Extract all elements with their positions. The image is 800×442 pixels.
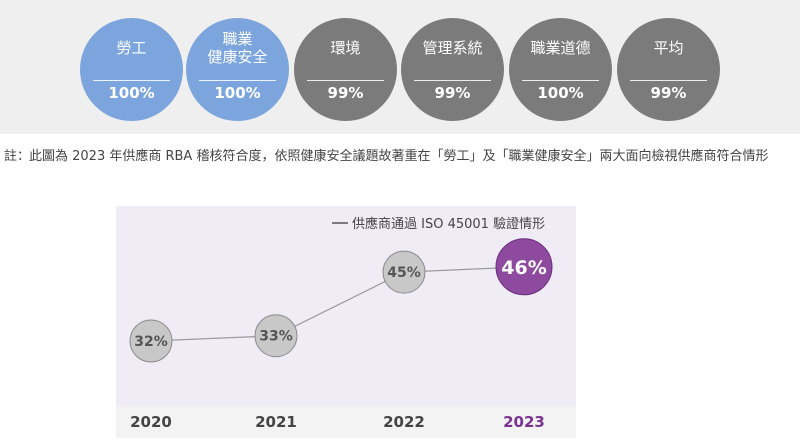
x-tick-label-2022: 2022	[383, 413, 425, 431]
compliance-divider	[522, 80, 599, 81]
data-point-2021	[254, 314, 298, 358]
data-label-2020: 32%	[134, 334, 168, 350]
compliance-divider	[199, 80, 276, 81]
data-point-2022	[382, 250, 426, 294]
iso-chart-svg: 供應商通過 ISO 45001 驗證情形 32% 33% 45% 46%	[116, 206, 576, 406]
compliance-circle-health-safety: 職業 健康安全 100%	[186, 18, 289, 121]
x-tick-label-2023: 2023	[503, 413, 545, 431]
data-point-2023	[495, 238, 553, 296]
compliance-label: 管理系統	[422, 39, 483, 57]
compliance-label: 職業 健康安全	[207, 30, 268, 66]
plot-background	[116, 206, 576, 406]
compliance-value: 99%	[650, 84, 687, 102]
x-tick-label-2020: 2020	[130, 413, 172, 431]
iso-chart: 供應商通過 ISO 45001 驗證情形 32% 33% 45% 46%	[116, 206, 576, 406]
footnote-prefix: 註：	[4, 149, 31, 164]
compliance-circle-ethics: 職業道德 100%	[509, 18, 612, 121]
footnote-text: 此圖為 2023 年供應商 RBA 稽核符合度，依照健康安全議題故著重在「勞工」…	[29, 149, 769, 164]
compliance-label: 職業道德	[530, 39, 591, 57]
data-point-2020	[129, 319, 173, 363]
data-label-2023: 46%	[501, 257, 546, 279]
data-label-2021: 33%	[259, 329, 293, 345]
legend-label: 供應商通過 ISO 45001 驗證情形	[352, 216, 545, 232]
compliance-divider	[93, 80, 170, 81]
series-line	[150, 266, 525, 342]
compliance-label: 勞工	[116, 39, 147, 57]
compliance-divider	[307, 80, 384, 81]
compliance-circle-environment: 環境 99%	[294, 18, 397, 121]
compliance-band: 勞工 100% 職業 健康安全 100% 環境 99% 管理系統 99% 職業道…	[0, 0, 800, 134]
compliance-label: 平均	[653, 39, 684, 57]
compliance-value: 99%	[327, 84, 364, 102]
compliance-circle-labor: 勞工 100%	[80, 18, 183, 121]
compliance-value: 99%	[434, 84, 471, 102]
compliance-label: 環境	[330, 39, 361, 57]
compliance-value: 100%	[108, 84, 155, 102]
compliance-divider	[630, 80, 707, 81]
data-label-2022: 45%	[387, 265, 421, 281]
compliance-value: 100%	[537, 84, 584, 102]
compliance-circle-management: 管理系統 99%	[401, 18, 504, 121]
compliance-circle-average: 平均 99%	[617, 18, 720, 121]
x-tick-label-2021: 2021	[255, 413, 297, 431]
compliance-value: 100%	[214, 84, 261, 102]
x-axis: 2020 2021 2022 2023	[116, 406, 576, 438]
compliance-divider	[414, 80, 491, 81]
